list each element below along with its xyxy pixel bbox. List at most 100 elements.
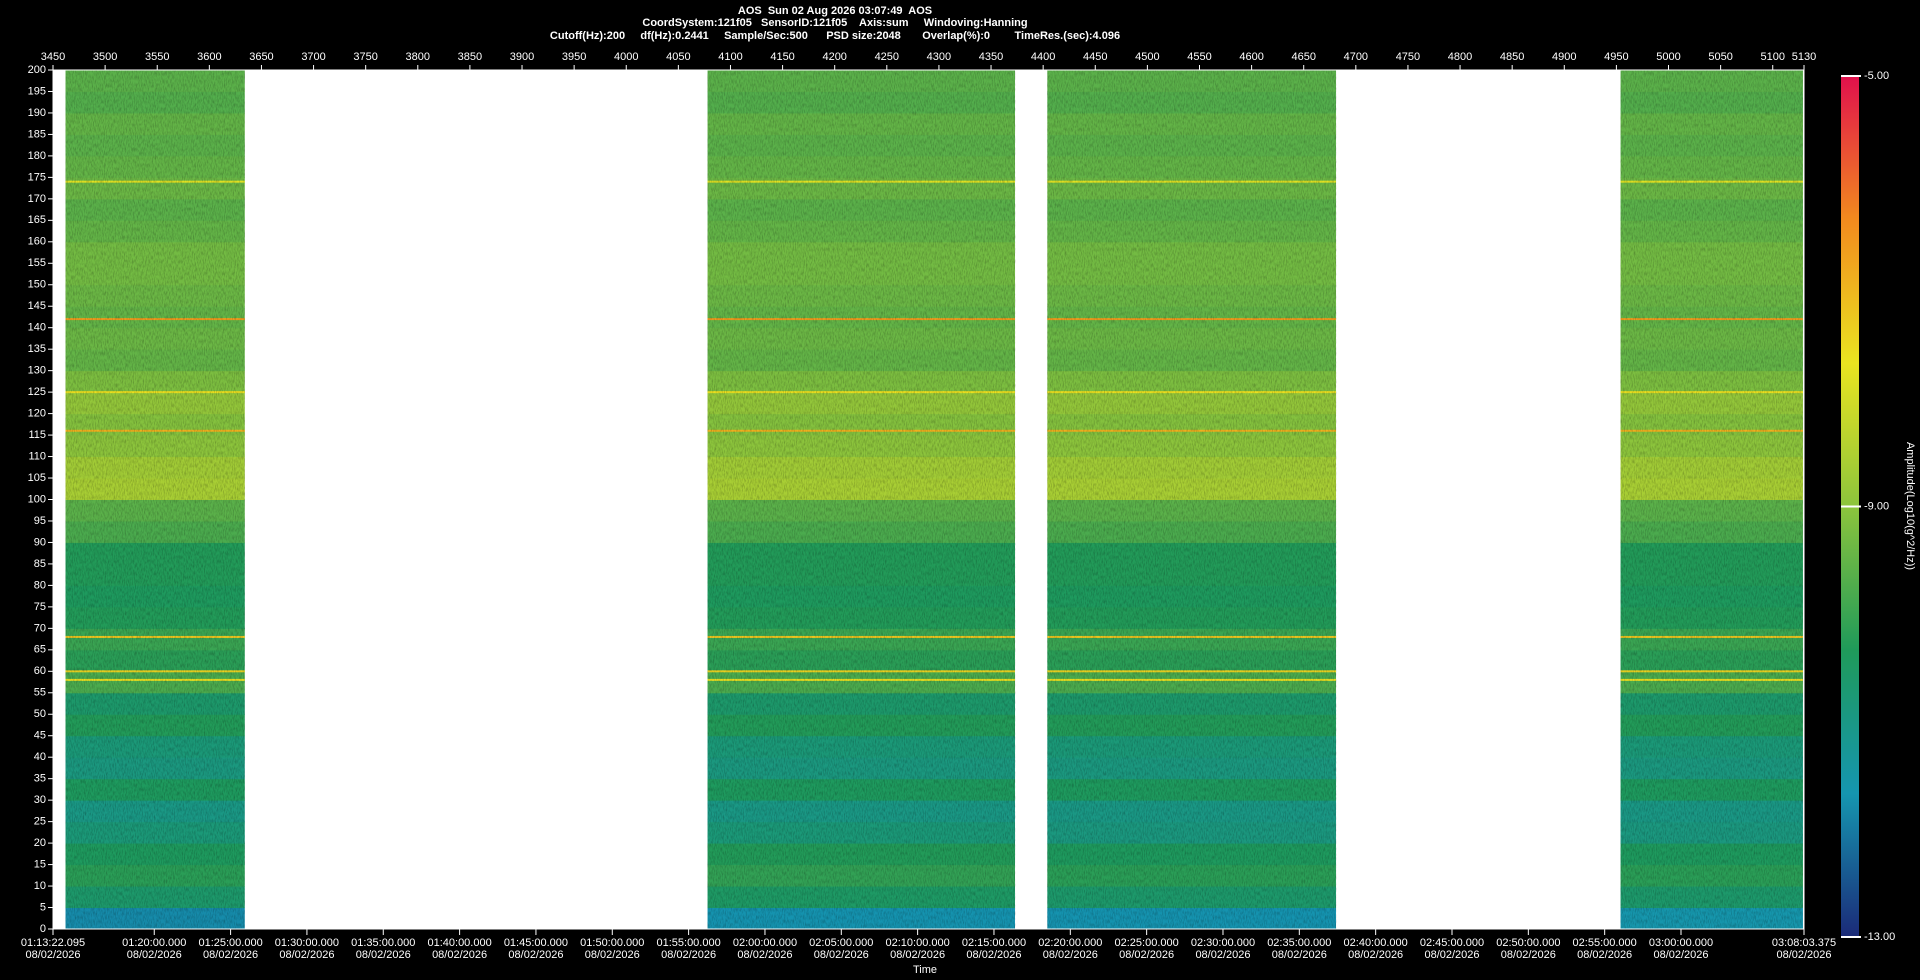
time-tick-label: 01:20:00.000 (122, 937, 186, 949)
time-tick-date: 08/02/2026 (279, 949, 334, 961)
time-tick-label: 02:05:00.000 (809, 937, 873, 949)
y-tick-label: 185 (28, 128, 46, 140)
x-tick-label: 4900 (1552, 51, 1576, 63)
x-axis-label: Time (913, 964, 937, 976)
y-tick-label: 65 (34, 644, 46, 656)
time-tick-date: 08/02/2026 (1272, 949, 1327, 961)
y-tick-label: 175 (28, 171, 46, 183)
chart-title: AOS Sun 02 Aug 2026 03:07:49 AOS (738, 5, 932, 17)
time-tick-date: 08/02/2026 (1043, 949, 1098, 961)
time-tick-label: 02:40:00.000 (1344, 937, 1408, 949)
time-tick-date: 08/02/2026 (661, 949, 716, 961)
time-tick-label: 02:10:00.000 (886, 937, 950, 949)
time-tick-label: 02:50:00.000 (1496, 937, 1560, 949)
time-tick-label: 01:55:00.000 (656, 937, 720, 949)
chart-subtitle: Cutoff(Hz):200 df(Hz):0.2441 Sample/Sec:… (550, 30, 1120, 42)
y-tick-label: 30 (34, 794, 46, 806)
y-tick-label: 125 (28, 386, 46, 398)
x-tick-label: 3500 (93, 51, 117, 63)
x-tick-label: 3950 (562, 51, 586, 63)
time-tick-date: 08/02/2026 (1577, 949, 1632, 961)
time-tick-label: 03:00:00.000 (1649, 937, 1713, 949)
x-tick-label: 4200 (822, 51, 846, 63)
segment (707, 70, 1016, 930)
colorbar-tick-label: -9.00 (1864, 500, 1889, 512)
time-tick-label: 02:15:00.000 (962, 937, 1026, 949)
time-tick-label: 01:25:00.000 (198, 937, 262, 949)
x-tick-label: 3650 (249, 51, 273, 63)
colorbar-label: Amplitude(Log10(g^2/Hz)) (1904, 442, 1916, 570)
y-tick-label: 145 (28, 300, 46, 312)
x-tick-label: 3450 (41, 51, 65, 63)
texture (707, 70, 1016, 929)
y-tick-label: 90 (34, 536, 46, 548)
y-tick-label: 105 (28, 472, 46, 484)
x-tick-label: 4250 (875, 51, 899, 63)
x-tick-label: 3800 (406, 51, 430, 63)
x-tick-label: 4150 (770, 51, 794, 63)
x-tick-label: 4400 (1031, 51, 1055, 63)
x-tick-label: 5050 (1708, 51, 1732, 63)
y-tick-label: 70 (34, 622, 46, 634)
time-tick-label: 02:30:00.000 (1191, 937, 1255, 949)
time-tick-date: 08/02/2026 (1776, 949, 1831, 961)
time-tick-date: 08/02/2026 (1501, 949, 1556, 961)
x-tick-label: 4000 (614, 51, 638, 63)
time-tick-date: 08/02/2026 (1348, 949, 1403, 961)
time-tick-label: 02:35:00.000 (1267, 937, 1331, 949)
x-tick-label: 4050 (666, 51, 690, 63)
x-tick-label: 4350 (979, 51, 1003, 63)
y-tick-label: 80 (34, 579, 46, 591)
x-tick-label: 4600 (1239, 51, 1263, 63)
y-tick-label: 120 (28, 408, 46, 420)
time-tick-date: 08/02/2026 (432, 949, 487, 961)
y-tick-label: 130 (28, 365, 46, 377)
time-tick-date: 08/02/2026 (356, 949, 411, 961)
x-tick-label: 4850 (1500, 51, 1524, 63)
time-tick-date: 08/02/2026 (1424, 949, 1479, 961)
y-tick-label: 20 (34, 837, 46, 849)
x-tick-label: 3850 (458, 51, 482, 63)
time-tick-date: 08/02/2026 (127, 949, 182, 961)
y-tick-label: 25 (34, 816, 46, 828)
y-tick-label: 100 (28, 493, 46, 505)
y-tick-label: 140 (28, 322, 46, 334)
segment (65, 70, 245, 930)
colorbar-tick-label: -13.00 (1864, 931, 1895, 943)
texture (1047, 70, 1337, 929)
time-tick-date: 08/02/2026 (1119, 949, 1174, 961)
x-tick-label: 4300 (927, 51, 951, 63)
x-tick-label: 4500 (1135, 51, 1159, 63)
y-tick-label: 45 (34, 730, 46, 742)
x-tick-label: 4800 (1448, 51, 1472, 63)
x-tick-label: 4700 (1344, 51, 1368, 63)
time-tick-label: 01:50:00.000 (580, 937, 644, 949)
y-tick-label: 10 (34, 880, 46, 892)
time-tick-label: 01:40:00.000 (427, 937, 491, 949)
y-tick-label: 165 (28, 214, 46, 226)
time-tick-date: 08/02/2026 (814, 949, 869, 961)
y-tick-label: 15 (34, 858, 46, 870)
y-tick-label: 195 (28, 85, 46, 97)
chart-subtitle: CoordSystem:121f05 SensorID:121f05 Axis:… (642, 17, 1027, 29)
time-tick-date: 08/02/2026 (1653, 949, 1708, 961)
x-tick-label: 5100 (1760, 51, 1784, 63)
y-tick-label: 190 (28, 107, 46, 119)
time-tick-date: 08/02/2026 (890, 949, 945, 961)
x-tick-label: 4100 (718, 51, 742, 63)
y-tick-label: 95 (34, 515, 46, 527)
y-tick-label: 150 (28, 279, 46, 291)
y-tick-label: 200 (28, 64, 46, 76)
y-tick-label: 5 (40, 901, 46, 913)
colorbar-tick-label: -5.00 (1864, 70, 1889, 82)
time-tick-label: 01:45:00.000 (504, 937, 568, 949)
x-tick-label: 5000 (1656, 51, 1680, 63)
y-tick-label: 40 (34, 751, 46, 763)
time-tick-date: 08/02/2026 (203, 949, 258, 961)
time-tick-date: 08/02/2026 (25, 949, 80, 961)
y-tick-label: 135 (28, 343, 46, 355)
y-tick-label: 160 (28, 236, 46, 248)
x-tick-label: 4650 (1291, 51, 1315, 63)
y-tick-label: 115 (28, 429, 46, 441)
